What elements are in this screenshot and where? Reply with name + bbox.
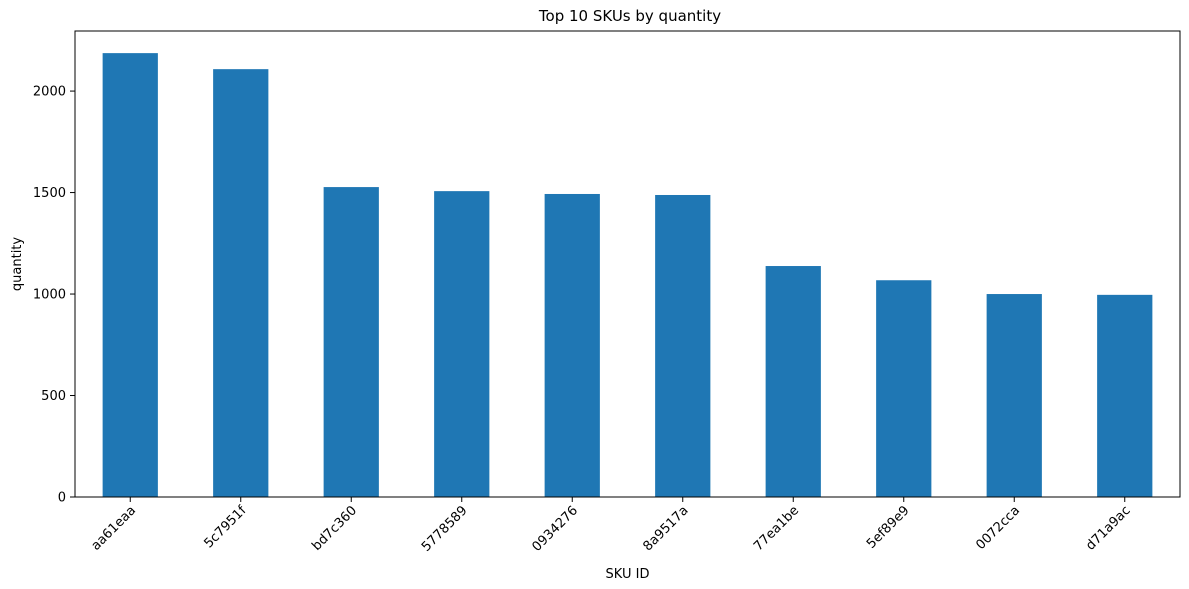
y-tick-label: 2000 bbox=[33, 85, 66, 100]
bar-d71a9ac bbox=[1097, 294, 1153, 497]
bar-aa61eaa bbox=[102, 53, 158, 497]
bar-5778589 bbox=[434, 191, 490, 497]
y-tick-label: 1000 bbox=[33, 288, 66, 303]
bar-bd7c360 bbox=[323, 187, 379, 498]
bar-0934276 bbox=[544, 193, 600, 498]
bar-77ea1be bbox=[765, 266, 821, 497]
bar-8a9517a bbox=[655, 194, 711, 497]
bar-5c7951f bbox=[213, 69, 269, 497]
y-tick-label: 1500 bbox=[33, 186, 66, 201]
bars-group bbox=[102, 53, 1153, 498]
x-axis-label: SKU ID bbox=[606, 567, 650, 582]
bar-5ef89e9 bbox=[876, 280, 932, 497]
bar-0072cca bbox=[986, 294, 1042, 497]
y-axis-label: quantity bbox=[10, 237, 25, 292]
y-tick-label: 500 bbox=[41, 389, 66, 404]
y-axis: 0 500 1000 1500 2000 bbox=[33, 85, 75, 506]
chart-title: Top 10 SKUs by quantity bbox=[538, 7, 721, 25]
y-tick-label: 0 bbox=[58, 491, 66, 506]
plot-frame bbox=[74, 30, 1181, 498]
